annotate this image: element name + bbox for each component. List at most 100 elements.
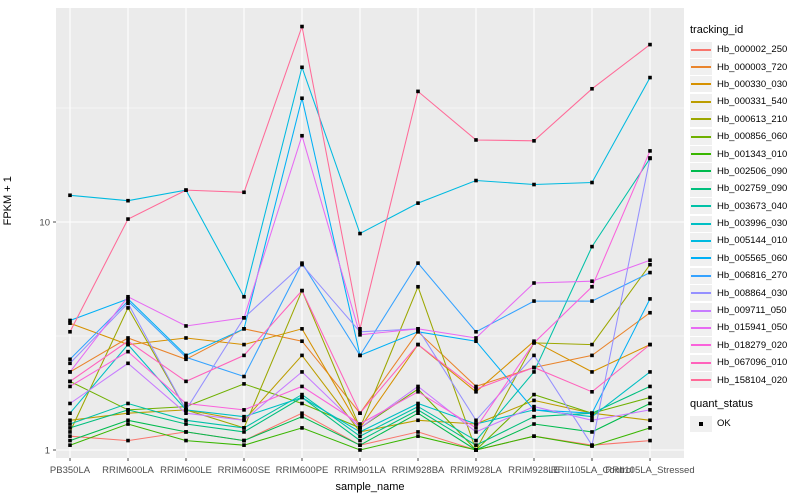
x-tick-label: RRIM600LA <box>102 465 154 476</box>
data-point <box>184 357 188 362</box>
x-tick-label: RRIM928LA <box>450 465 502 476</box>
legend-item-Hb_001343_010: Hb_001343_010 <box>690 145 800 163</box>
x-tick-label: RRIM928BA <box>392 465 445 476</box>
data-point <box>474 418 478 423</box>
y-tick-label: 10 <box>39 218 50 229</box>
legend-key-swatch <box>690 267 712 284</box>
data-point <box>532 365 536 370</box>
data-point <box>242 294 246 299</box>
legend-item-label: Hb_008864_030 <box>717 287 788 299</box>
data-point <box>590 244 594 249</box>
data-point <box>68 193 72 198</box>
data-point <box>68 422 72 426</box>
data-point <box>300 96 304 101</box>
data-point <box>648 149 652 153</box>
data-point <box>648 270 652 275</box>
data-point <box>648 418 652 423</box>
data-point <box>68 357 72 362</box>
data-point <box>648 401 652 406</box>
data-point <box>242 353 246 358</box>
legend-item-Hb_006816_270: Hb_006816_270 <box>690 267 800 284</box>
data-point <box>648 395 652 400</box>
data-point <box>184 336 188 340</box>
legend-line-icon <box>691 379 711 382</box>
data-point <box>474 339 478 344</box>
legend-key-swatch <box>690 215 712 232</box>
data-point <box>184 418 188 423</box>
data-point <box>68 411 72 416</box>
data-point <box>358 443 362 447</box>
data-point <box>126 342 130 347</box>
data-point <box>300 411 304 416</box>
legend-item-label: OK <box>717 418 731 429</box>
legend-key-swatch <box>690 285 712 302</box>
data-point <box>648 384 652 389</box>
data-point <box>68 434 72 438</box>
data-point <box>358 411 362 416</box>
data-point <box>184 401 188 406</box>
legend-item-Hb_018279_020: Hb_018279_020 <box>690 337 800 354</box>
data-point <box>416 418 420 423</box>
data-point <box>648 258 652 262</box>
data-point <box>126 438 130 443</box>
data-point <box>300 414 304 419</box>
data-point <box>590 86 594 91</box>
data-point <box>300 262 304 267</box>
data-point <box>532 422 536 426</box>
data-point <box>532 139 536 143</box>
data-point <box>126 301 130 306</box>
data-point <box>358 448 362 452</box>
legend-line-icon <box>691 257 711 260</box>
x-tick-label: RRIM600LE <box>160 465 212 476</box>
data-point <box>68 379 72 384</box>
legend-item-label: Hb_003996_030 <box>717 218 788 230</box>
data-point <box>648 262 652 267</box>
data-point <box>68 329 72 334</box>
data-point <box>300 327 304 331</box>
data-point <box>590 279 594 283</box>
data-point <box>474 336 478 340</box>
data-point <box>300 24 304 29</box>
data-point <box>416 389 420 394</box>
legend-line-icon <box>691 118 711 121</box>
data-point <box>242 408 246 412</box>
data-point <box>474 438 478 443</box>
legend-line-icon <box>691 309 711 312</box>
data-point <box>416 401 420 406</box>
data-point <box>416 430 420 434</box>
legend-line-icon <box>691 48 711 51</box>
data-point <box>242 327 246 331</box>
data-point <box>532 434 536 438</box>
legend-item-label: Hb_015941_050 <box>717 322 788 334</box>
data-point <box>532 299 536 303</box>
data-point <box>590 418 594 423</box>
legend-key-swatch <box>690 41 712 58</box>
legend-key-swatch <box>690 59 712 76</box>
legend-item-label: Hb_002506_090 <box>717 165 788 177</box>
data-point <box>590 443 594 447</box>
legend-key-swatch <box>690 354 712 371</box>
data-point <box>474 329 478 334</box>
data-point <box>68 361 72 366</box>
data-point <box>532 370 536 374</box>
data-point <box>590 284 594 289</box>
data-point <box>300 401 304 406</box>
data-point <box>416 411 420 416</box>
data-point <box>300 384 304 389</box>
legend-line-icon <box>691 292 711 295</box>
legend-item-quant-OK: OK <box>690 415 800 432</box>
legend-line-icon <box>691 326 711 329</box>
data-point <box>126 198 130 203</box>
data-point <box>416 384 420 389</box>
legend-item-Hb_002759_090: Hb_002759_090 <box>690 180 800 197</box>
data-point <box>416 89 420 94</box>
data-point <box>532 341 536 345</box>
data-point <box>68 443 72 447</box>
data-point <box>126 349 130 354</box>
data-point <box>532 414 536 419</box>
legend-item-label: Hb_000002_250 <box>717 44 788 56</box>
data-point <box>416 342 420 347</box>
legend-item-label: Hb_000003_720 <box>717 61 788 73</box>
data-point <box>126 411 130 416</box>
